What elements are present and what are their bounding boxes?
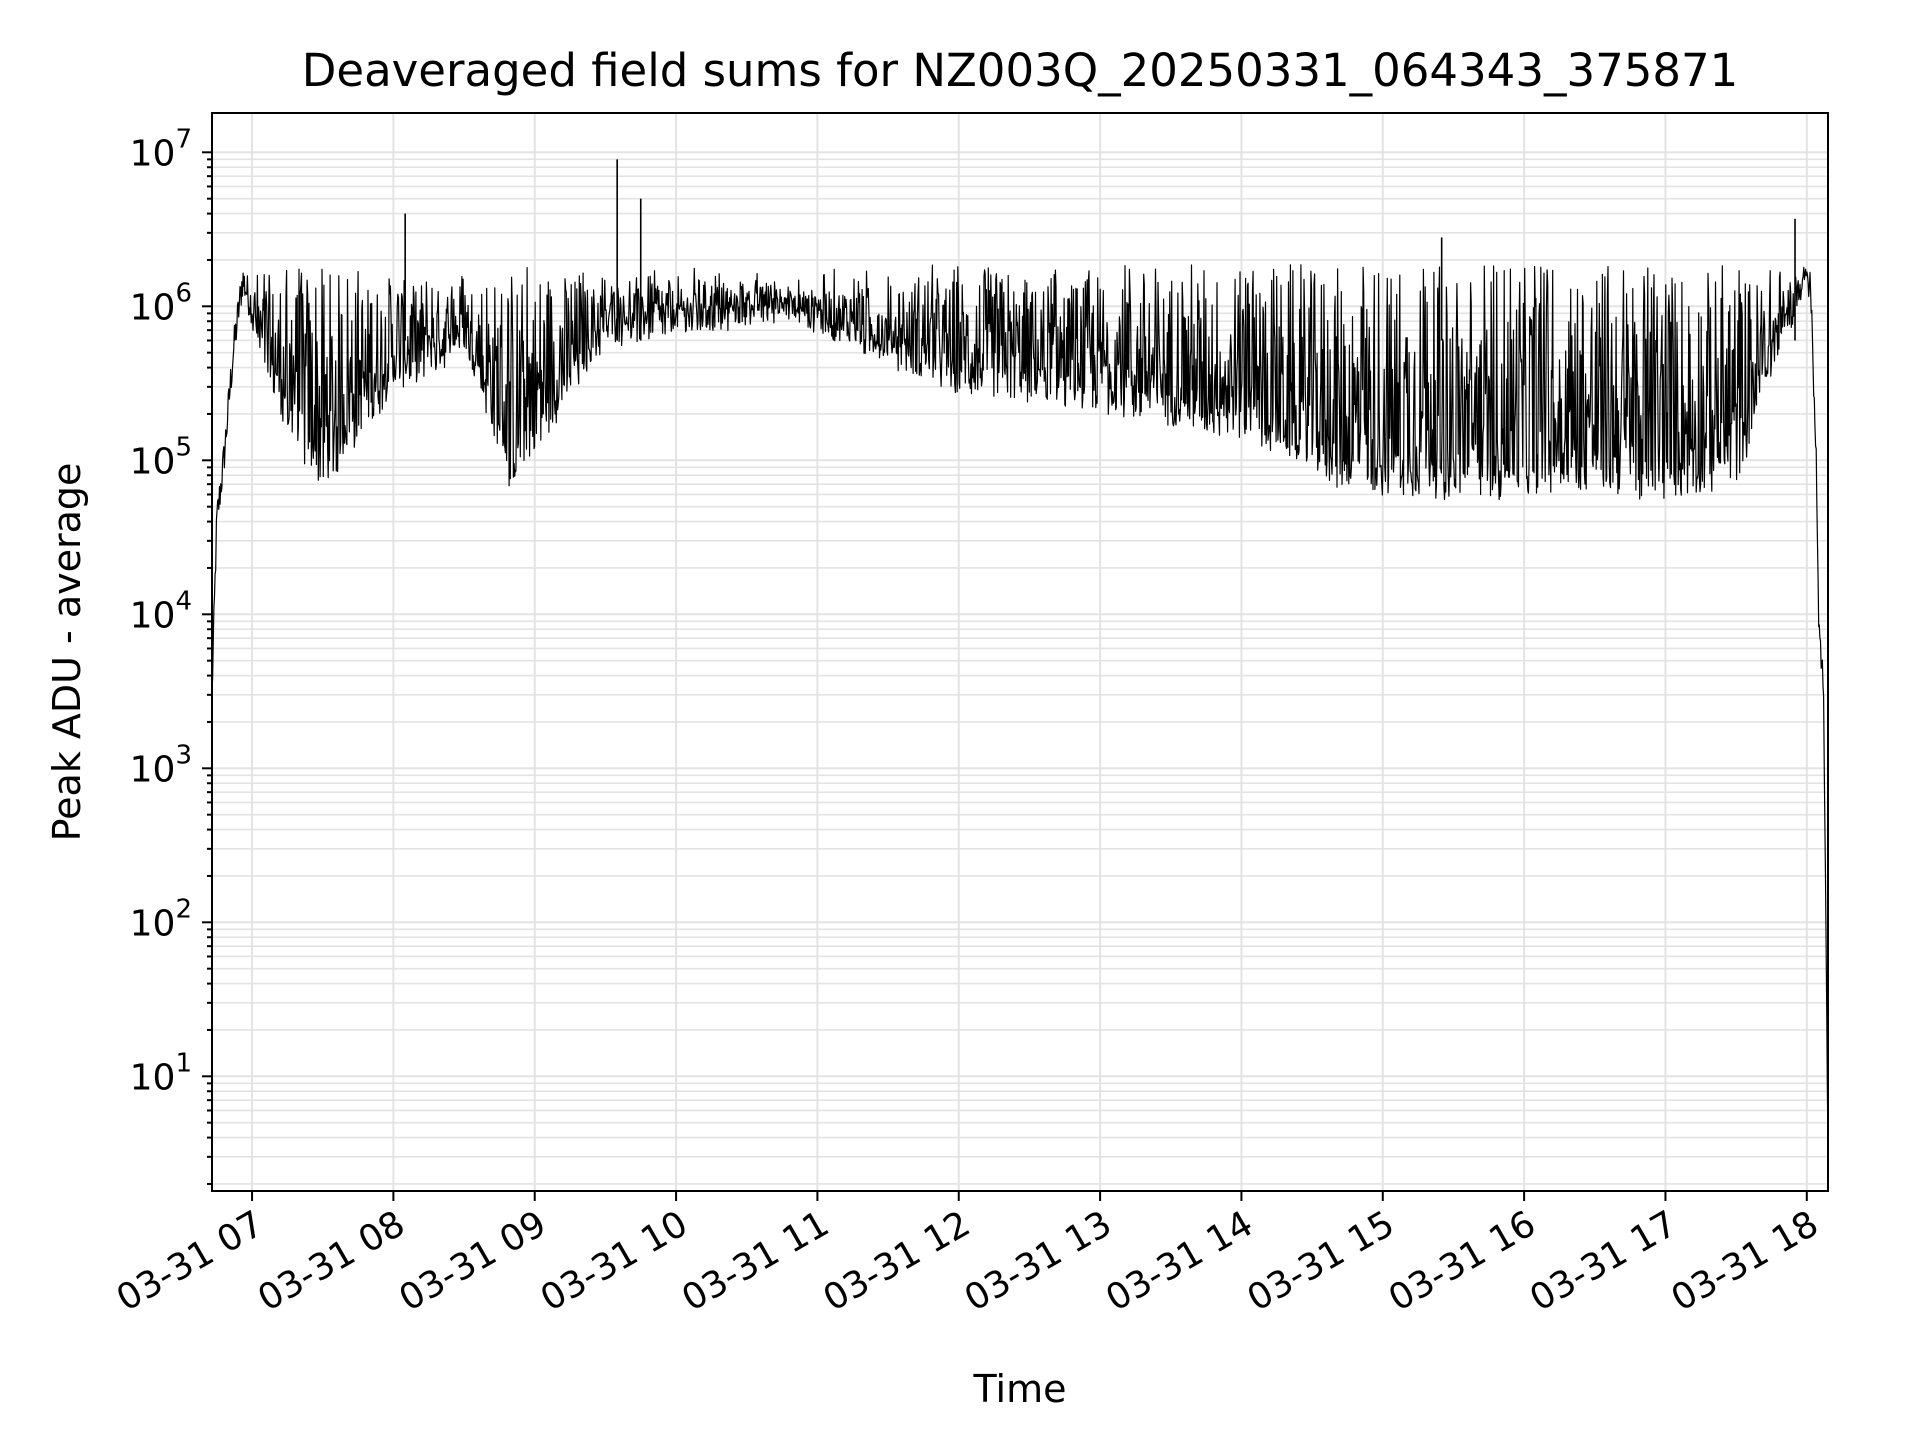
y-tick-label: 107 <box>130 124 192 174</box>
y-tick-label: 104 <box>130 586 192 636</box>
chart-title: Deaveraged field sums for NZ003Q_2025033… <box>302 44 1738 97</box>
data-layer <box>211 159 1829 1146</box>
plot-frame <box>211 112 1829 1192</box>
y-tick-label: 102 <box>130 894 192 944</box>
y-tick-label: 101 <box>130 1048 192 1098</box>
y-tick-label: 105 <box>130 432 192 482</box>
y-tick-label: 103 <box>130 740 192 790</box>
series-line <box>211 264 1829 1146</box>
y-axis-label: Peak ADU - average <box>45 463 89 842</box>
y-tick-label: 106 <box>130 278 192 328</box>
grid-layer <box>212 113 1828 1191</box>
x-axis-label: Time <box>973 1367 1067 1411</box>
